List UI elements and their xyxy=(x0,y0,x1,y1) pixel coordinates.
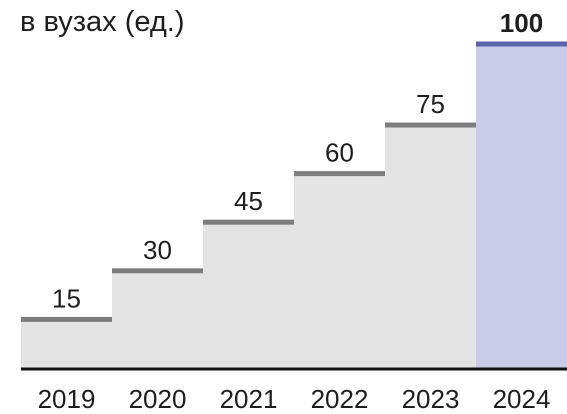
value-labels-group: 15 30 45 60 75 100 xyxy=(52,8,543,313)
bar-2023 xyxy=(385,125,476,368)
bar-cap-2021 xyxy=(203,219,294,225)
bar-cap-2019 xyxy=(21,316,112,322)
bar-cap-2020 xyxy=(112,268,203,274)
value-label-2024: 100 xyxy=(500,8,543,38)
value-label-2020: 30 xyxy=(143,235,172,265)
bar-2019 xyxy=(21,319,112,368)
caps-group xyxy=(21,41,567,322)
value-label-2021: 45 xyxy=(234,186,263,216)
value-label-2023: 75 xyxy=(416,89,445,119)
bar-2022 xyxy=(294,173,385,368)
value-label-2022: 60 xyxy=(325,138,354,168)
bar-cap-2024 xyxy=(476,41,567,47)
value-label-2019: 15 xyxy=(52,283,81,313)
bar-cap-2023 xyxy=(385,122,476,128)
bar-cap-2022 xyxy=(294,171,385,177)
bar-2020 xyxy=(112,270,203,368)
x-tick-label-2020: 2020 xyxy=(129,384,187,414)
bar-2024 xyxy=(476,44,567,368)
x-tick-label-2019: 2019 xyxy=(38,384,96,414)
x-tick-labels-group: 2019 2020 2021 2022 2023 2024 xyxy=(38,384,551,414)
x-tick-label-2021: 2021 xyxy=(220,384,278,414)
x-tick-label-2023: 2023 xyxy=(402,384,460,414)
bar-2021 xyxy=(203,222,294,368)
bars-group xyxy=(21,44,567,368)
x-tick-label-2024: 2024 xyxy=(493,384,551,414)
x-tick-label-2022: 2022 xyxy=(311,384,369,414)
chart-title: в вузах (ед.) xyxy=(20,6,185,38)
